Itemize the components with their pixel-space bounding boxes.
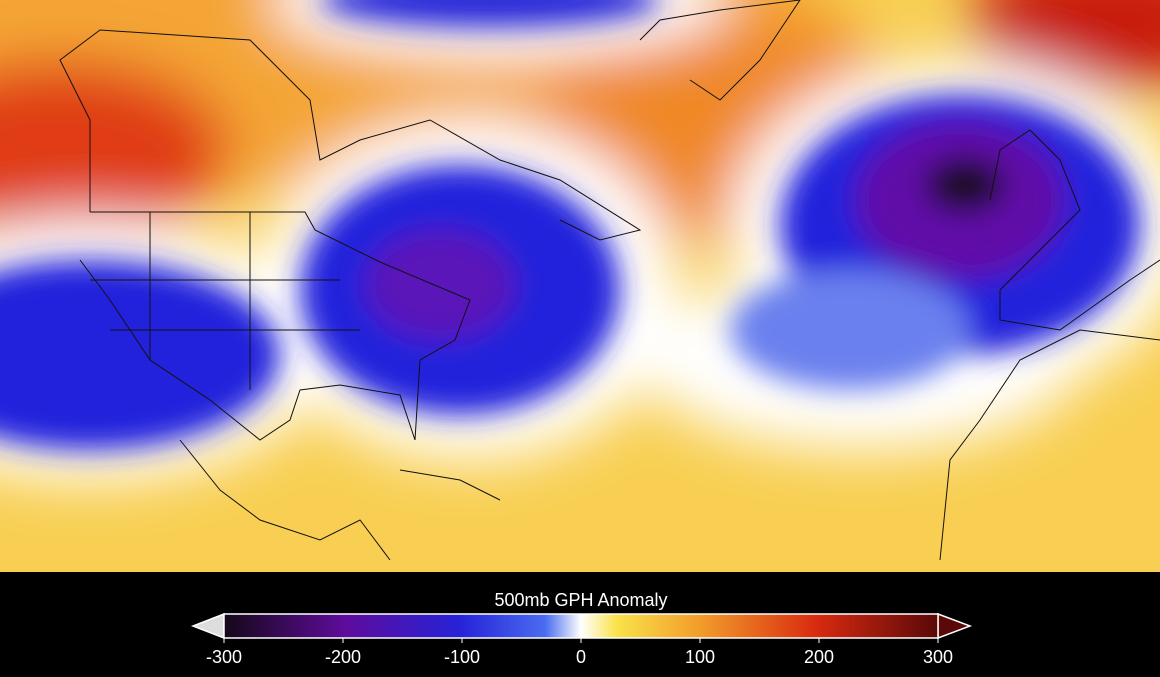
colorbar-tick-label: 200 bbox=[804, 647, 834, 667]
colorbar-tick-label: 300 bbox=[923, 647, 953, 667]
colorbar-tick-label: -200 bbox=[325, 647, 361, 667]
coastlines bbox=[59, 0, 1160, 561]
colorbar-tick-label: -100 bbox=[444, 647, 480, 667]
colorbar-title: 500mb GPH Anomaly bbox=[494, 590, 667, 610]
colorbar-tick-label: 100 bbox=[685, 647, 715, 667]
colorbar-tick-label: 0 bbox=[576, 647, 586, 667]
colorbar bbox=[223, 613, 939, 639]
anomaly-map bbox=[0, 0, 1160, 572]
colorbar-tick-label: -300 bbox=[206, 647, 242, 667]
